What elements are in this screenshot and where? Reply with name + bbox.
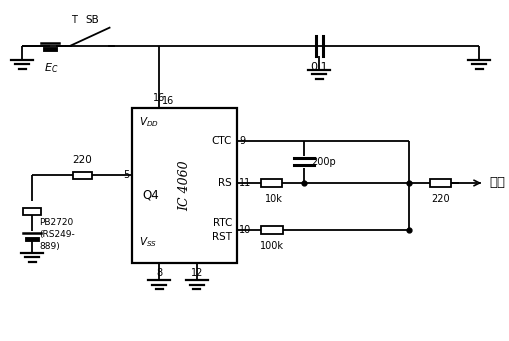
Text: 16: 16 (162, 95, 174, 106)
Bar (23, 208, 41, 215)
Text: PB2720: PB2720 (40, 219, 74, 227)
Text: 220: 220 (72, 154, 92, 164)
Text: 10k: 10k (265, 194, 284, 204)
Text: 5: 5 (123, 170, 129, 180)
Text: $V_{SS}$: $V_{SS}$ (138, 235, 157, 249)
Text: 探针: 探针 (489, 177, 505, 190)
Text: RS: RS (218, 178, 232, 188)
Text: $E_C$: $E_C$ (44, 62, 59, 75)
Text: RST: RST (212, 232, 232, 242)
Text: 10: 10 (239, 225, 251, 235)
Text: (RS249-: (RS249- (40, 230, 75, 239)
Text: T: T (71, 15, 76, 25)
Text: 12: 12 (191, 268, 203, 278)
Text: 200p: 200p (311, 157, 335, 167)
Bar (73, 172, 92, 179)
Text: 9: 9 (239, 135, 245, 146)
Text: 11: 11 (239, 178, 251, 188)
Bar (261, 179, 282, 187)
Text: SB: SB (85, 15, 99, 25)
Text: IC 4060: IC 4060 (178, 160, 191, 211)
Bar (261, 226, 283, 234)
Text: 889): 889) (40, 242, 61, 251)
Text: CTC: CTC (212, 135, 232, 146)
Text: RTC: RTC (213, 218, 232, 228)
Bar (430, 179, 450, 187)
Text: 8: 8 (156, 268, 162, 278)
Bar (132, 108, 237, 263)
Text: 100k: 100k (260, 241, 284, 251)
Text: 16: 16 (153, 93, 165, 103)
Text: 220: 220 (431, 194, 449, 204)
Text: 0.1: 0.1 (310, 62, 328, 72)
Text: Q4: Q4 (142, 189, 159, 202)
Text: $V_{DD}$: $V_{DD}$ (138, 115, 158, 129)
